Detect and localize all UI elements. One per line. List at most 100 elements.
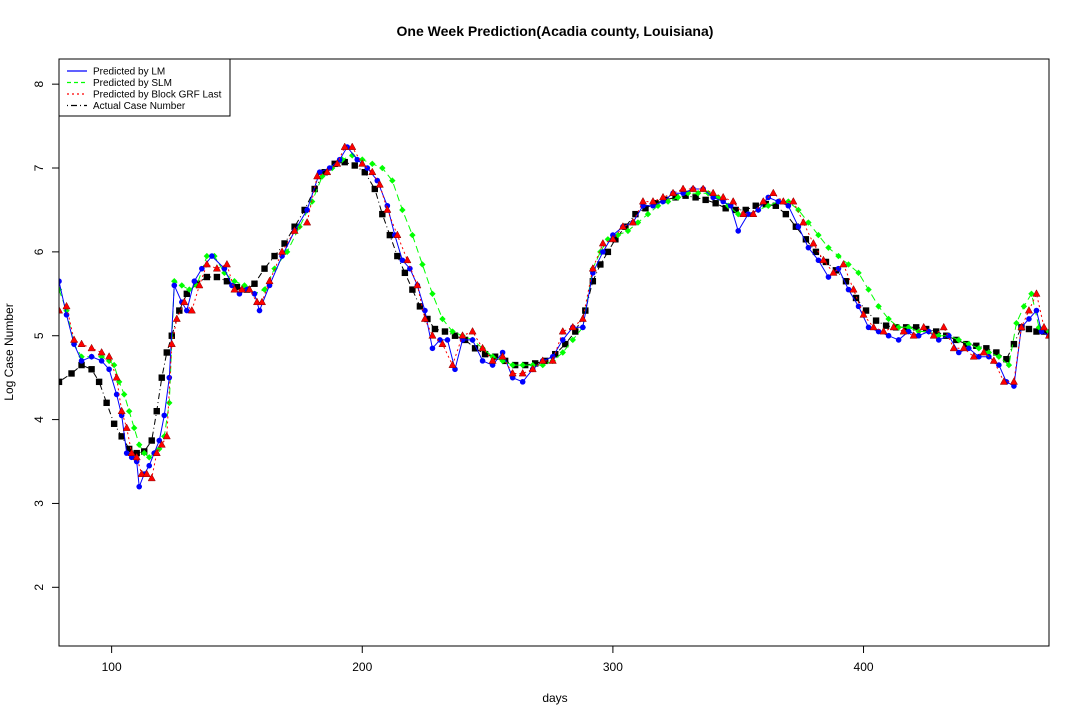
data-point-0-58 xyxy=(519,379,526,385)
data-point-2-39 xyxy=(348,142,357,150)
data-point-3-89 xyxy=(872,317,880,324)
data-point-2-48 xyxy=(428,331,437,339)
data-point-1-82 xyxy=(795,206,802,214)
data-point-2-90 xyxy=(849,285,858,293)
data-point-3-7 xyxy=(118,433,125,440)
data-point-2-60 xyxy=(548,356,557,364)
data-point-3-6 xyxy=(110,420,118,427)
data-point-2-24 xyxy=(212,264,221,272)
data-point-3-58 xyxy=(572,328,579,335)
data-point-2-4 xyxy=(87,343,96,352)
data-point-1-64 xyxy=(614,231,622,239)
data-point-2-25 xyxy=(222,259,231,268)
data-point-1-83 xyxy=(805,219,812,226)
data-point-3-45 xyxy=(441,328,449,335)
data-point-3-54 xyxy=(532,360,539,367)
data-point-0-34 xyxy=(304,207,310,213)
data-point-2-111 xyxy=(1044,331,1049,339)
data-point-1-67 xyxy=(644,210,652,218)
data-point-0-24 xyxy=(209,253,215,259)
data-point-2-12 xyxy=(137,469,146,477)
data-point-3-83 xyxy=(812,248,820,256)
data-point-3-39 xyxy=(394,252,401,260)
data-point-1-21 xyxy=(186,286,193,293)
data-point-1-25 xyxy=(221,269,228,277)
data-point-2-10 xyxy=(127,448,136,456)
data-point-3-27 xyxy=(281,240,288,247)
data-point-3-56 xyxy=(552,350,559,358)
data-point-0-91 xyxy=(845,286,852,293)
data-point-2-2 xyxy=(70,335,79,343)
data-point-3-38 xyxy=(386,231,394,239)
data-point-2-41 xyxy=(368,167,377,176)
x-tick-label-0: 100 xyxy=(102,660,122,674)
data-point-3-100 xyxy=(983,345,990,352)
data-point-2-51 xyxy=(458,331,467,339)
data-point-2-58 xyxy=(528,364,537,373)
data-point-2-21 xyxy=(187,306,196,314)
data-point-2-47 xyxy=(420,314,429,322)
data-point-3-73 xyxy=(712,200,719,207)
data-point-2-81 xyxy=(759,197,768,205)
data-point-3-99 xyxy=(973,342,980,349)
data-point-0-21 xyxy=(184,307,190,314)
data-point-1-18 xyxy=(166,399,173,407)
data-point-2-56 xyxy=(508,368,517,377)
data-point-0-39 xyxy=(354,156,361,163)
data-point-0-1 xyxy=(63,311,70,318)
data-point-2-18 xyxy=(167,339,176,347)
data-point-2-92 xyxy=(869,322,878,331)
data-point-1-41 xyxy=(389,177,396,184)
data-point-1-90 xyxy=(875,303,882,310)
data-point-1-91 xyxy=(885,315,892,323)
data-point-2-26 xyxy=(230,285,239,293)
data-point-2-64 xyxy=(588,264,597,272)
data-point-3-44 xyxy=(431,325,439,333)
data-point-2-5 xyxy=(97,347,106,356)
data-point-1-70 xyxy=(674,194,682,201)
data-point-1-9 xyxy=(120,391,128,398)
x-tick-label-2: 300 xyxy=(603,660,623,674)
data-point-2-75 xyxy=(699,184,708,192)
data-point-3-24 xyxy=(251,280,258,287)
data-point-3-87 xyxy=(852,294,860,302)
data-point-2-37 xyxy=(333,159,342,167)
data-point-1-7 xyxy=(110,361,118,369)
data-point-1-106 xyxy=(1028,290,1035,297)
data-point-0-36 xyxy=(326,165,333,171)
data-point-2-105 xyxy=(999,377,1008,385)
data-point-2-55 xyxy=(498,352,507,360)
data-point-3-13 xyxy=(158,374,165,381)
legend-entry-0: Predicted by LM xyxy=(93,67,165,78)
data-point-2-66 xyxy=(608,234,617,243)
data-point-1-31 xyxy=(283,248,291,256)
data-point-2-42 xyxy=(375,180,384,188)
data-point-0-26 xyxy=(229,282,235,289)
data-point-2-17 xyxy=(162,431,171,440)
data-point-3-62 xyxy=(604,248,612,256)
data-point-1-89 xyxy=(865,286,872,293)
data-point-3-20 xyxy=(213,273,221,281)
series-line-2 xyxy=(59,146,1049,480)
data-point-3-5 xyxy=(103,399,110,407)
data-point-1-44 xyxy=(419,261,426,268)
data-point-1-47 xyxy=(449,328,456,335)
data-point-3-74 xyxy=(722,205,729,212)
data-point-0-81 xyxy=(745,211,752,217)
data-point-2-95 xyxy=(899,327,908,335)
data-point-2-72 xyxy=(669,188,678,197)
data-point-3-22 xyxy=(233,283,241,291)
data-point-0-110 xyxy=(1026,316,1032,322)
data-point-1-104 xyxy=(1013,319,1020,327)
data-point-2-110 xyxy=(1039,322,1049,331)
data-point-1-20 xyxy=(178,282,186,289)
data-point-0-66 xyxy=(600,249,606,255)
data-point-3-76 xyxy=(742,206,749,214)
data-point-3-17 xyxy=(183,290,191,297)
data-point-3-34 xyxy=(351,162,358,169)
data-point-3-46 xyxy=(451,332,459,339)
data-point-2-6 xyxy=(105,352,114,360)
data-point-1-98 xyxy=(955,336,962,344)
